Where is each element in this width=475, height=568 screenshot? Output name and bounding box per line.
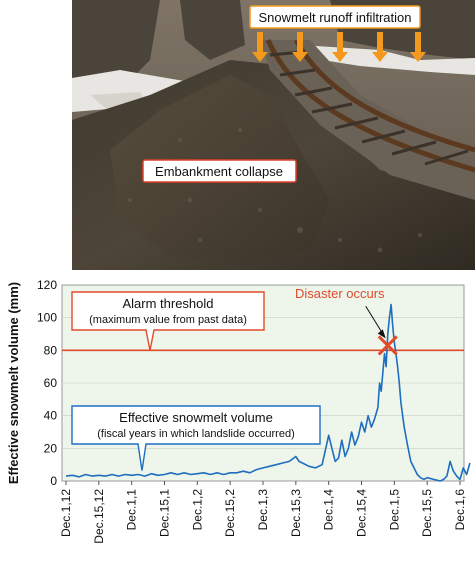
infiltration-arrow-icon: [292, 32, 308, 62]
x-tick-label: Dec.15,3: [289, 489, 303, 537]
y-tick-label: 60: [44, 376, 58, 390]
x-tick-label: Dec.1,2: [190, 489, 204, 531]
x-tick-label: Dec.15,5: [420, 489, 434, 537]
series-line-effective-snowmelt: [65, 303, 471, 482]
x-tick-label: Dec.1,4: [322, 489, 336, 531]
series-sublabel: (fiscal years in which landslide occurre…: [97, 428, 294, 440]
x-tick-label: Dec.1,12: [59, 489, 73, 537]
callout-snowmelt-infiltration: Snowmelt runoff infiltration: [249, 5, 421, 29]
x-tick-label: Dec.15,2: [223, 489, 237, 537]
threshold-label: Alarm threshold: [122, 296, 213, 311]
x-axis-ticks: Dec.1,12 Dec.15,12 Dec.1,1 Dec.15,1 Dec.1,2 D…: [59, 481, 467, 544]
disaster-x-stroke: [377, 335, 398, 356]
infiltration-arrows: [252, 32, 426, 62]
callout-mid-label: Embankment collapse: [155, 164, 283, 179]
x-tick-label: Dec.1,5: [387, 489, 401, 531]
disaster-x-marker: [377, 335, 398, 356]
embankment-photo: Snowmelt runoff infiltration Embankment …: [72, 0, 475, 270]
infiltration-arrow-icon: [410, 32, 426, 62]
infiltration-arrow-icon: [332, 32, 348, 62]
y-axis-ticks: 0 20 40 60 80 100 120: [37, 278, 57, 488]
x-tick-label: Dec.15,4: [355, 489, 369, 537]
y-tick-label: 20: [44, 441, 58, 455]
threshold-callout: Alarm threshold (maximum value from past…: [71, 291, 265, 351]
y-tick-label: 0: [50, 474, 57, 488]
series-label: Effective snowmelt volume: [119, 410, 273, 425]
tree-silhouettes: [72, 0, 475, 95]
threshold-sublabel: (maximum value from past data): [89, 314, 247, 326]
y-axis-label: Effective snowmelt volume (mm): [6, 282, 21, 484]
y-tick-label: 80: [44, 343, 58, 357]
disaster-annotation: Disaster occurs: [295, 286, 398, 356]
x-tick-label: Dec.15,1: [158, 489, 172, 537]
x-tick-label: Dec.15,12: [92, 489, 106, 544]
infiltration-arrow-icon: [372, 32, 388, 62]
y-tick-label: 100: [37, 311, 57, 325]
x-tick-label: Dec.1,1: [125, 489, 139, 531]
x-tick-label: Dec.1,3: [256, 489, 270, 531]
y-tick-label: 40: [44, 409, 58, 423]
gravel-texture: [128, 128, 422, 253]
disaster-label: Disaster occurs: [295, 286, 385, 301]
callout-embankment-collapse: Embankment collapse: [142, 159, 297, 183]
y-tick-label: 120: [37, 278, 57, 292]
infiltration-arrow-icon: [252, 32, 268, 62]
x-tick-label: Dec.1,6: [453, 489, 467, 531]
callout-top-label: Snowmelt runoff infiltration: [259, 10, 412, 25]
series-callout: Effective snowmelt volume (fiscal years …: [71, 405, 321, 471]
